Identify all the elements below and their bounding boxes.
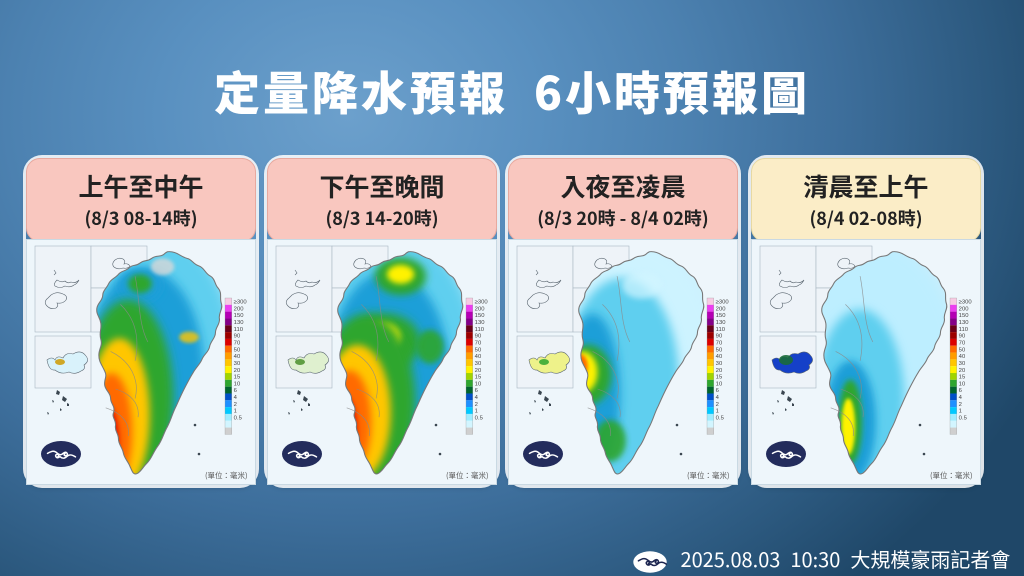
svg-text:(單位：毫米): (單位：毫米) (930, 470, 973, 481)
svg-text:(單位：毫米): (單位：毫米) (687, 470, 730, 481)
svg-text:(單位：毫米): (單位：毫米) (446, 470, 489, 481)
svg-text:(單位：毫米): (單位：毫米) (205, 470, 248, 481)
